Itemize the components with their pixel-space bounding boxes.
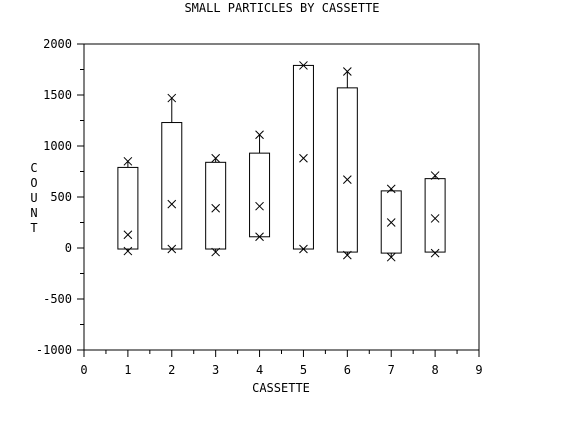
box-group bbox=[424, 171, 446, 258]
y-tick-label: -1000 bbox=[36, 343, 72, 357]
x-tick-label: 2 bbox=[168, 363, 175, 377]
chart-title: SMALL PARTICLES BY CASSETTE bbox=[184, 1, 379, 15]
box-group bbox=[161, 93, 183, 254]
y-axis-label-letter: U bbox=[30, 191, 37, 205]
box bbox=[249, 152, 271, 238]
max-marker bbox=[342, 67, 352, 76]
y-axis: -1000 -500 0 500 1000 1500 2000 bbox=[36, 37, 84, 357]
mid-marker bbox=[211, 203, 221, 213]
box-group bbox=[380, 184, 402, 262]
mid-marker bbox=[167, 199, 177, 209]
mid-marker bbox=[430, 214, 440, 223]
min-marker bbox=[299, 244, 308, 254]
max-marker bbox=[255, 130, 264, 140]
min-marker bbox=[123, 246, 133, 256]
min-marker bbox=[167, 244, 177, 254]
box bbox=[205, 161, 227, 250]
x-tick-label: 6 bbox=[344, 363, 351, 377]
x-axis: 0 1 2 3 4 5 6 7 8 9 bbox=[80, 350, 483, 377]
max-marker bbox=[167, 93, 177, 103]
box-group bbox=[336, 67, 358, 260]
max-marker bbox=[123, 156, 133, 166]
mid-marker bbox=[255, 201, 264, 211]
x-tick-label: 1 bbox=[124, 363, 131, 377]
y-axis-label-letter: N bbox=[30, 206, 37, 220]
y-tick-label: 2000 bbox=[43, 37, 72, 51]
mid-marker bbox=[299, 153, 308, 163]
max-marker bbox=[211, 153, 221, 163]
box-group bbox=[292, 61, 314, 254]
box-group bbox=[249, 130, 271, 242]
box bbox=[161, 122, 183, 250]
box-series bbox=[117, 61, 446, 262]
min-marker bbox=[211, 247, 221, 257]
box bbox=[117, 166, 139, 250]
x-tick-label: 5 bbox=[300, 363, 307, 377]
mid-marker bbox=[123, 230, 133, 240]
x-tick-label: 4 bbox=[256, 363, 263, 377]
x-axis-label: CASSETTE bbox=[252, 381, 310, 395]
y-tick-label: 500 bbox=[50, 190, 72, 204]
box bbox=[336, 87, 358, 253]
mid-marker bbox=[342, 175, 352, 185]
x-tick-label: 7 bbox=[388, 363, 395, 377]
min-marker bbox=[430, 248, 440, 258]
min-marker bbox=[342, 250, 352, 260]
y-tick-label: -500 bbox=[43, 292, 72, 306]
x-tick-label: 3 bbox=[212, 363, 219, 377]
mid-marker bbox=[386, 218, 396, 227]
box bbox=[292, 64, 314, 250]
max-marker bbox=[430, 171, 440, 180]
box-group bbox=[117, 156, 139, 256]
plot-frame bbox=[83, 43, 480, 351]
y-tick-label: 1500 bbox=[43, 88, 72, 102]
box-group bbox=[205, 153, 227, 257]
max-marker bbox=[386, 184, 396, 194]
x-tick-label: 0 bbox=[80, 363, 87, 377]
x-tick-label: 8 bbox=[431, 363, 438, 377]
y-axis-label-letter: C bbox=[30, 161, 37, 175]
box bbox=[424, 178, 446, 253]
max-marker bbox=[299, 61, 308, 70]
y-axis-label-letter: T bbox=[30, 221, 37, 235]
y-tick-label: 1000 bbox=[43, 139, 72, 153]
y-axis-label-letter: O bbox=[30, 176, 37, 190]
y-tick-label: 0 bbox=[65, 241, 72, 255]
min-marker bbox=[386, 252, 396, 262]
x-tick-label: 9 bbox=[475, 363, 482, 377]
min-marker bbox=[255, 232, 264, 242]
